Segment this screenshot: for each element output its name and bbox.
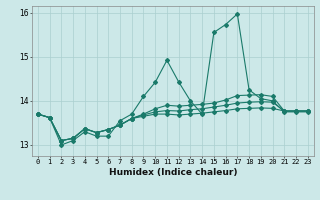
X-axis label: Humidex (Indice chaleur): Humidex (Indice chaleur) [108,168,237,177]
